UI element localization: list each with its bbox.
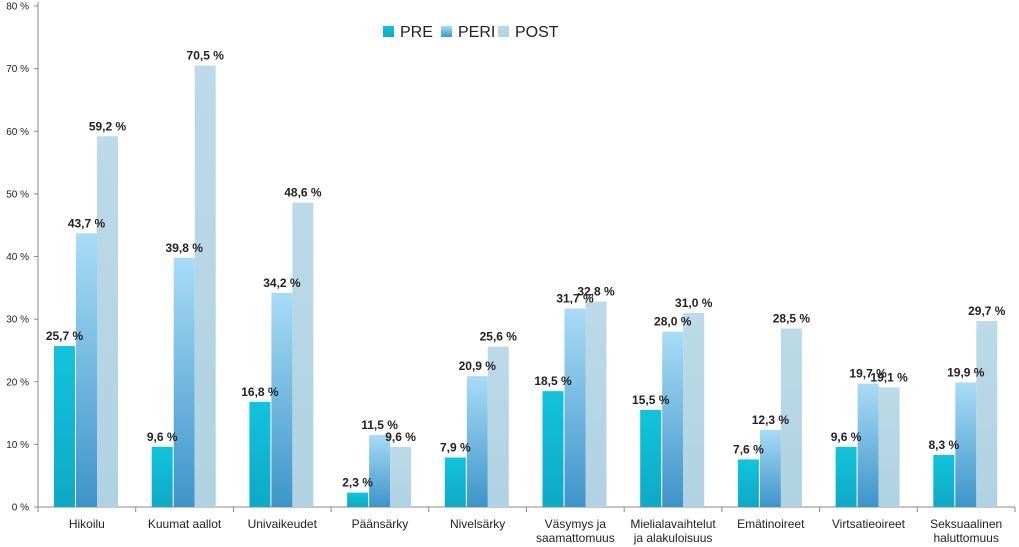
bar-pre (54, 346, 75, 507)
data-label-post: 59,2 % (89, 119, 127, 133)
category-label: Univaikeudet (248, 517, 318, 531)
category-label: Päänsärky (352, 517, 409, 531)
data-label-post: 48,6 % (284, 186, 322, 200)
data-label-pre: 16,8 % (241, 385, 279, 399)
y-tick-label: 10 % (6, 440, 29, 451)
bar-peri (466, 376, 488, 507)
data-label-post: 25,6 % (480, 330, 518, 344)
bar-pre (835, 446, 857, 507)
data-label-peri: 12,3 % (752, 413, 790, 427)
bar-post (585, 301, 607, 507)
bar-post (97, 136, 118, 507)
data-label-pre: 25,7 % (46, 329, 84, 343)
data-label-post: 19,1 % (870, 370, 908, 384)
data-label-peri: 43,7 % (68, 216, 106, 230)
data-label-peri: 34,2 % (263, 276, 301, 290)
bar-peri (271, 292, 293, 507)
data-label-peri: 19,7 % (849, 367, 887, 381)
data-label-pre: 8,3 % (928, 438, 959, 452)
bar-post (194, 65, 216, 508)
data-label-pre: 15,5 % (632, 393, 670, 407)
category-label: Nivelsärky (450, 517, 505, 531)
data-label-post: 29,7 % (968, 304, 1006, 318)
legend-swatch-pre (383, 26, 394, 37)
data-label-pre: 7,9 % (440, 441, 471, 455)
category-label: Emätinoireet (737, 517, 805, 531)
data-label-pre: 9,6 % (831, 430, 862, 444)
bar-post (878, 387, 900, 507)
legend-label-pre: PRE (400, 24, 433, 41)
data-label-post: 70,5 % (187, 48, 225, 62)
bar-pre (737, 459, 759, 507)
y-tick-label: 50 % (6, 189, 29, 200)
y-tick-label: 70 % (6, 64, 29, 75)
data-label-peri: 39,8 % (166, 241, 204, 255)
category-label: Kuumat aallot (148, 517, 222, 531)
data-label-post: 31,0 % (675, 296, 713, 310)
category-label: Hikoilu (69, 517, 105, 531)
data-label-peri: 11,5 % (361, 418, 398, 432)
y-tick-label: 40 % (6, 252, 29, 263)
bar-pre (542, 391, 564, 507)
bars (54, 65, 998, 508)
category-label: Väsymys ja saamattomuus (536, 517, 615, 545)
data-label-pre: 18,5 % (534, 374, 572, 388)
y-tick-label: 60 % (6, 127, 29, 138)
bar-pre (249, 401, 271, 507)
bar-pre (444, 457, 466, 507)
legend-swatch-peri (441, 26, 452, 37)
data-label-peri: 19,9 % (947, 365, 985, 379)
y-tick-label: 30 % (6, 315, 29, 326)
bar-post (487, 346, 509, 507)
bar-post (390, 446, 412, 507)
y-tick-label: 20 % (6, 377, 29, 388)
legend-swatch-post (498, 26, 509, 37)
category-label: Seksuaalinen haluttomuus (930, 517, 1002, 545)
data-label-pre: 9,6 % (147, 430, 178, 444)
data-labels: 25,7 % 9,6 % 16,8 % 2,3 % 7,9 % 18,5 % 15,5 % 7… (46, 48, 1006, 489)
y-axis: 0 % 10 % 20 % 30 % 40 % 50 % 60 % 70 % 80 % (6, 2, 39, 514)
bar-peri (564, 308, 586, 507)
bar-pre (640, 409, 662, 507)
bar-post (976, 321, 998, 507)
bar-peri (759, 429, 781, 507)
bar-pre (933, 455, 955, 507)
bar-pre (347, 492, 369, 507)
bar-peri (369, 434, 391, 507)
x-axis: Hikoilu Kuumat aallot Univaikeudet Päänsärk… (37, 506, 1016, 545)
y-tick-label: 0 % (12, 503, 29, 514)
data-label-pre: 7,6 % (733, 442, 764, 456)
data-label-post: 9,6 % (385, 430, 416, 444)
bar-peri (662, 331, 684, 507)
bar-post (683, 312, 705, 507)
data-label-post: 32,8 % (577, 285, 615, 299)
legend-label-peri: PERI (458, 24, 495, 41)
data-label-post: 28,5 % (773, 312, 811, 326)
bar-peri (857, 383, 879, 507)
data-label-peri: 31,7 % (556, 291, 594, 305)
bar-peri (955, 382, 977, 507)
bar-peri (76, 233, 97, 508)
data-label-peri: 20,9 % (459, 359, 497, 373)
bar-post (292, 202, 314, 507)
legend: PRE PERI POST (383, 24, 559, 41)
legend-label-post: POST (515, 24, 559, 41)
bar-pre (151, 446, 173, 507)
bar-peri (173, 257, 195, 507)
category-label: Mielialavaihtelut ja alakuloisuus (630, 517, 716, 545)
y-tick-label: 80 % (6, 2, 29, 13)
bar-post (780, 328, 802, 507)
data-label-pre: 2,3 % (342, 476, 373, 490)
data-label-peri: 28,0 % (654, 315, 692, 329)
category-label: Virtsatieoireet (832, 517, 906, 531)
